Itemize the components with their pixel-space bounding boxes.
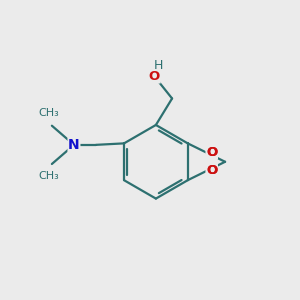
- Text: N: N: [68, 138, 80, 152]
- Text: CH₃: CH₃: [39, 108, 59, 118]
- Text: O: O: [206, 146, 217, 159]
- Text: O: O: [149, 70, 160, 83]
- Text: O: O: [206, 164, 217, 178]
- Text: CH₃: CH₃: [39, 171, 59, 181]
- Text: O: O: [206, 146, 217, 159]
- Text: H: H: [153, 59, 163, 72]
- Text: O: O: [206, 164, 217, 178]
